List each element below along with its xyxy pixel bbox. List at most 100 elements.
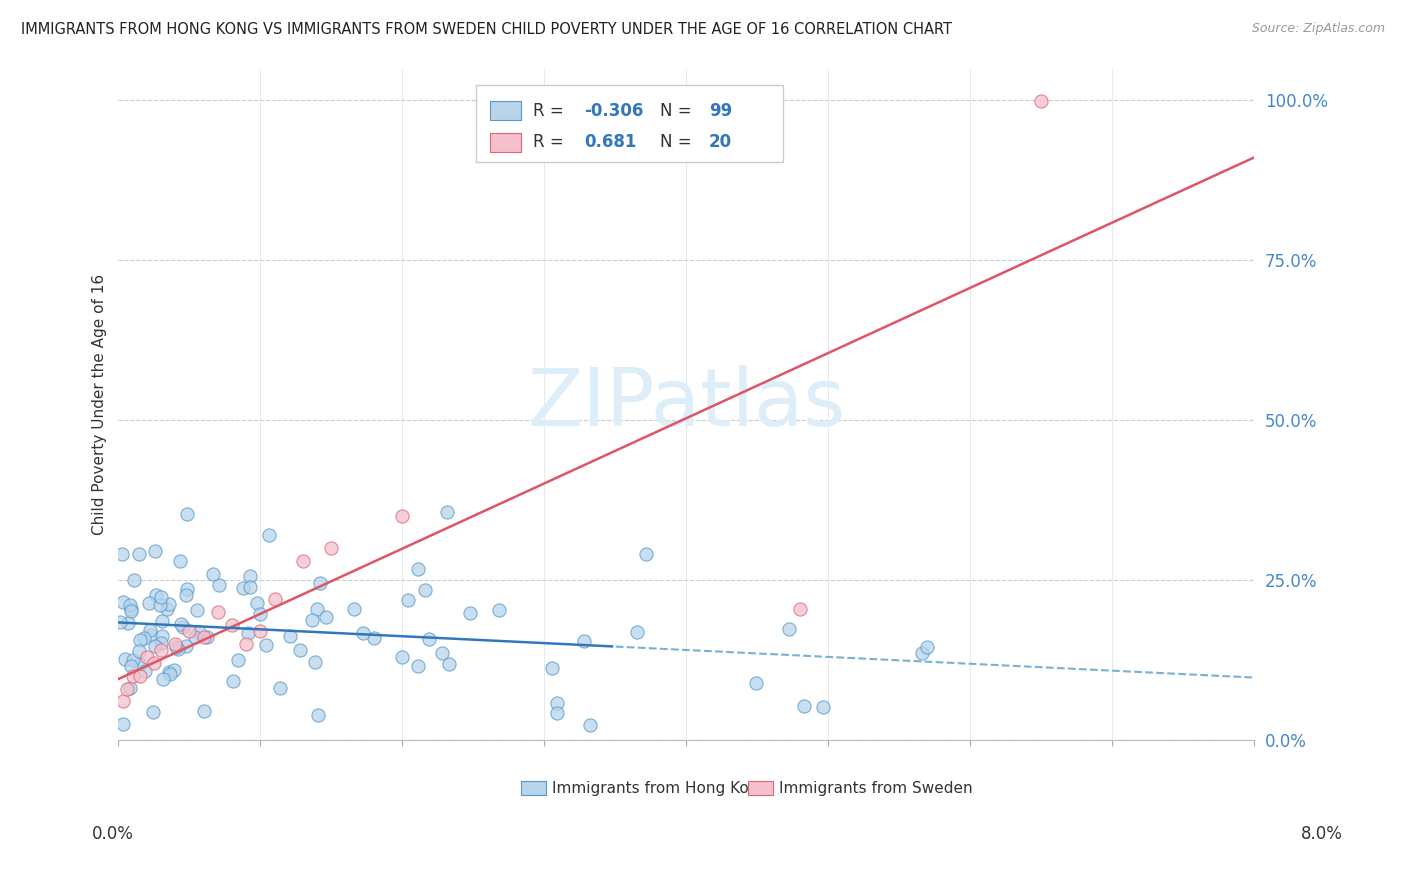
Point	[170, 616, 193, 631]
Point	[193, 704, 215, 718]
Point	[249, 607, 271, 621]
Point	[112, 717, 135, 731]
Point	[139, 628, 162, 642]
Point	[118, 598, 141, 612]
Point	[246, 596, 269, 610]
Text: 20: 20	[709, 133, 733, 152]
Point	[117, 616, 139, 631]
Point	[163, 663, 186, 677]
Point	[343, 601, 366, 615]
Point	[309, 575, 332, 590]
Point	[118, 681, 141, 695]
Text: N =: N =	[659, 133, 697, 152]
Point	[546, 696, 568, 710]
Bar	[489, 102, 522, 120]
Point	[207, 605, 229, 619]
Point	[135, 649, 157, 664]
Point	[249, 624, 271, 638]
Point	[915, 640, 938, 655]
Point	[120, 604, 142, 618]
Point	[128, 644, 150, 658]
Point	[111, 595, 134, 609]
FancyBboxPatch shape	[477, 86, 783, 162]
Point	[114, 651, 136, 665]
Point	[745, 676, 768, 690]
Point	[156, 601, 179, 615]
Point	[129, 632, 152, 647]
Point	[634, 547, 657, 561]
Point	[134, 631, 156, 645]
Point	[111, 694, 134, 708]
Point	[122, 573, 145, 587]
Point	[226, 653, 249, 667]
Point	[778, 622, 800, 636]
Point	[143, 639, 166, 653]
Point	[406, 659, 429, 673]
Point	[201, 567, 224, 582]
Point	[145, 588, 167, 602]
Text: IMMIGRANTS FROM HONG KONG VS IMMIGRANTS FROM SWEDEN CHILD POVERTY UNDER THE AGE : IMMIGRANTS FROM HONG KONG VS IMMIGRANTS …	[21, 22, 952, 37]
Point	[166, 641, 188, 656]
Point	[207, 578, 229, 592]
Point	[176, 582, 198, 596]
Point	[129, 657, 152, 671]
Point	[301, 614, 323, 628]
Point	[307, 708, 329, 723]
Point	[574, 634, 596, 648]
Point	[174, 639, 197, 653]
Point	[541, 661, 564, 675]
Point	[193, 631, 215, 645]
Point	[396, 592, 419, 607]
Point	[187, 624, 209, 639]
Point	[278, 629, 301, 643]
Point	[138, 595, 160, 609]
Point	[157, 598, 180, 612]
Point	[179, 624, 201, 638]
Point	[120, 601, 142, 615]
Point	[128, 669, 150, 683]
Point	[391, 650, 413, 665]
Text: N =: N =	[659, 102, 697, 120]
Point	[222, 673, 245, 688]
Point	[134, 665, 156, 679]
Point	[152, 672, 174, 686]
Point	[254, 638, 277, 652]
Point	[235, 637, 257, 651]
Point	[143, 543, 166, 558]
Point	[626, 625, 648, 640]
Text: R =: R =	[533, 102, 569, 120]
Text: R =: R =	[533, 133, 569, 152]
Text: Immigrants from Sweden: Immigrants from Sweden	[779, 780, 973, 796]
Point	[321, 541, 343, 555]
Point	[1029, 94, 1052, 108]
Point	[579, 717, 602, 731]
Bar	[748, 780, 773, 796]
Point	[165, 640, 187, 654]
Point	[150, 629, 173, 643]
Point	[115, 681, 138, 696]
Point	[108, 615, 131, 629]
Text: 0.681: 0.681	[583, 133, 637, 152]
Point	[142, 656, 165, 670]
Point	[415, 582, 437, 597]
Point	[546, 706, 568, 720]
Point	[221, 617, 243, 632]
Point	[430, 646, 453, 660]
Text: Source: ZipAtlas.com: Source: ZipAtlas.com	[1251, 22, 1385, 36]
Point	[174, 588, 197, 602]
Point	[236, 625, 259, 640]
Point	[138, 623, 160, 637]
Point	[488, 603, 510, 617]
Point	[195, 630, 218, 644]
Point	[142, 705, 165, 719]
Y-axis label: Child Poverty Under the Age of 16: Child Poverty Under the Age of 16	[93, 274, 107, 534]
Point	[305, 602, 328, 616]
Bar	[489, 133, 522, 152]
Point	[257, 528, 280, 542]
Point	[304, 655, 326, 669]
Point	[169, 554, 191, 568]
Point	[352, 626, 374, 640]
Point	[165, 637, 187, 651]
Text: 99: 99	[709, 102, 733, 120]
Point	[269, 681, 291, 695]
